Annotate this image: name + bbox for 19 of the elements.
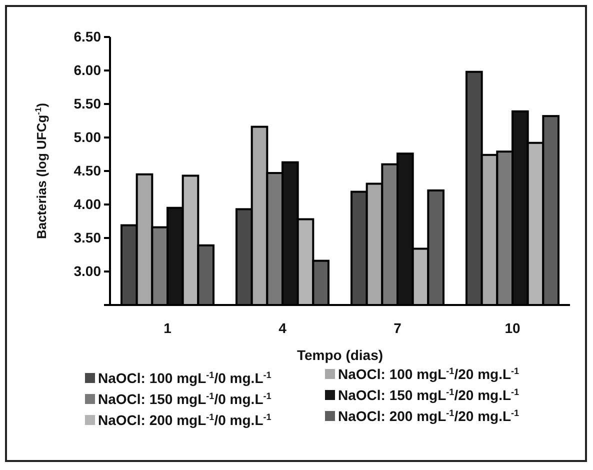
legend-label: NaOCl: 100 mgL$^{-1}$/20 mg.L$^{-1}$ xyxy=(338,366,520,382)
y-tick-label: 5.00 xyxy=(74,128,102,145)
y-tick-label: 6.50 xyxy=(74,28,102,44)
x-tick-label: 4 xyxy=(278,320,287,336)
y-tick-label: 4.00 xyxy=(74,196,102,212)
y-tick-label: 4.50 xyxy=(74,162,102,178)
legend-label: NaOCl: 150 mgL$^{-1}$/20 mg.L$^{-1}$ xyxy=(338,387,520,403)
x-tick-label: 7 xyxy=(394,320,402,336)
legend-label: NaOCl: 200 mgL$^{-1}$/20 mg.L$^{-1}$ xyxy=(338,408,520,424)
legend-label: NaOCl: 200 mgL$^{-1}$/0 mg.L$^{-1}$ xyxy=(98,412,272,428)
y-tick-label: 3.00 xyxy=(74,262,102,279)
y-tick-label: 3.50 xyxy=(74,229,102,246)
x-axis-title: Tempo (dias) xyxy=(296,347,384,363)
x-tick-label: 10 xyxy=(504,320,520,336)
legend-label: NaOCl: 150 mgL$^{-1}$/0 mg.L$^{-1}$ xyxy=(98,391,272,407)
y-tick-label: 6.00 xyxy=(74,62,102,78)
x-tick-label: 1 xyxy=(164,320,172,336)
legend-label: NaOCl: 100 mgL$^{-1}$/0 mg.L$^{-1}$ xyxy=(98,370,272,386)
y-tick-label: 5.50 xyxy=(74,95,102,112)
